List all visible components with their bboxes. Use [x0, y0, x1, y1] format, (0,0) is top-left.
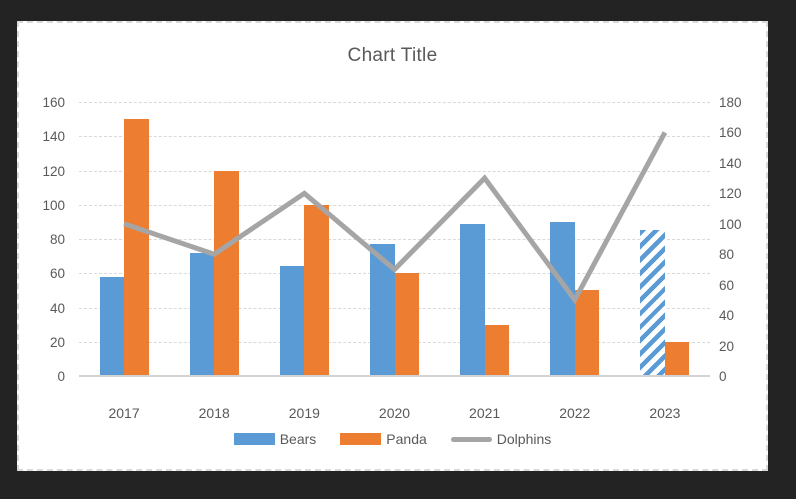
right-axis-tick-label: 0: [719, 369, 727, 384]
category-label: 2017: [108, 405, 140, 421]
plot-area: [79, 102, 710, 377]
bar-bears-2021[interactable]: [460, 223, 485, 376]
bar-panda-2018[interactable]: [214, 170, 239, 376]
left-axis-tick-label: 40: [49, 300, 65, 316]
left-axis-tick-label: 120: [42, 163, 65, 179]
category-label: 2020: [378, 405, 411, 421]
legend-label: Bears: [279, 431, 317, 447]
legend-item-bears[interactable]: Bears: [233, 431, 317, 447]
bar-bears-2022[interactable]: [550, 221, 575, 376]
bar-panda-2021[interactable]: [484, 324, 510, 376]
right-axis-tick-label: 40: [719, 308, 735, 324]
gridline: [79, 136, 710, 138]
left-axis-tick-label: 60: [49, 266, 65, 282]
left-axis-tick-label: 80: [49, 232, 65, 247]
right-axis-tick-label: 100: [719, 216, 742, 232]
right-axis-tick-label: 60: [719, 277, 735, 293]
gridline: [79, 102, 710, 103]
category-label: 2021: [469, 405, 501, 421]
bar-bears-2023[interactable]: [640, 230, 665, 376]
bar-panda-2019[interactable]: [304, 204, 329, 376]
right-axis-tick-label: 120: [719, 186, 742, 202]
right-axis-tick-label: 80: [719, 247, 735, 263]
gridline: [79, 239, 710, 240]
category-label: 2022: [559, 405, 591, 421]
bar-panda-2023[interactable]: [664, 341, 690, 376]
left-axis-tick-label: 140: [42, 129, 65, 145]
bar-bears-2020[interactable]: [370, 244, 395, 376]
bar-bears-2018[interactable]: [189, 252, 215, 376]
category-label: 2019: [288, 405, 320, 421]
legend-label: Dolphins: [496, 431, 552, 447]
gridline: [79, 204, 710, 206]
bar-panda-2020[interactable]: [394, 273, 419, 376]
category-label: 2023: [649, 405, 681, 421]
legend-item-panda[interactable]: Panda: [340, 431, 427, 447]
bar-bears-2017[interactable]: [99, 276, 125, 376]
chart-panel[interactable]: Chart Title 0 20 40 60 80 100 120 140 160 0 20 40 6…: [17, 21, 768, 471]
gridline: [79, 170, 710, 172]
legend-label: Panda: [386, 431, 427, 447]
right-axis-tick-label: 160: [719, 125, 742, 141]
legend-bar-swatch-icon: [340, 433, 382, 445]
legend-bar-swatch-icon: [233, 433, 275, 445]
left-axis-tick-label: 160: [42, 95, 65, 110]
bar-panda-2022[interactable]: [574, 290, 600, 376]
left-axis-tick-label: 20: [49, 334, 65, 350]
legend-item-dolphins[interactable]: Dolphins: [450, 431, 552, 447]
legend-line-swatch-icon: [450, 436, 492, 442]
bar-bears-2019[interactable]: [279, 266, 305, 376]
x-axis-line: [79, 375, 710, 377]
right-axis-tick-label: 140: [719, 155, 742, 171]
right-axis-tick-label: 180: [719, 95, 742, 110]
legend: Bears Panda Dolphins: [19, 431, 766, 447]
chart-title[interactable]: Chart Title: [347, 45, 438, 66]
category-label: 2018: [198, 405, 230, 421]
left-axis-tick-label: 0: [57, 369, 65, 384]
bar-panda-2017[interactable]: [124, 119, 149, 376]
left-axis-tick-label: 100: [42, 197, 65, 213]
right-axis-tick-label: 20: [719, 338, 735, 354]
